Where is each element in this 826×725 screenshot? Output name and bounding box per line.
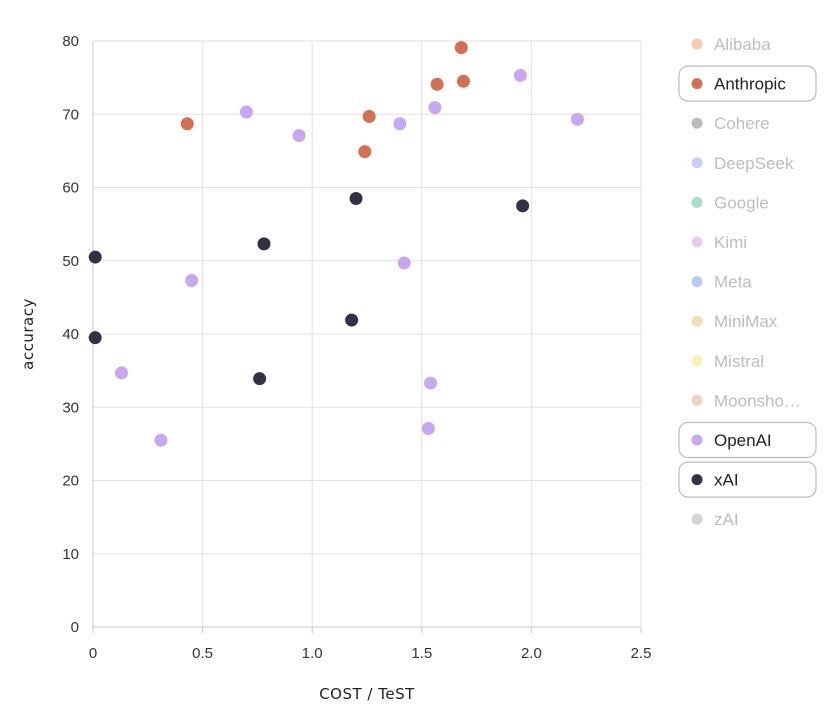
- point-xai[interactable]: [349, 191, 363, 205]
- legend-item-border: [678, 65, 817, 102]
- x-tick-label: 2.5: [631, 645, 652, 662]
- x-tick-label: 2.0: [521, 645, 542, 662]
- point-xai[interactable]: [257, 237, 271, 251]
- legend-label: zAI: [714, 510, 739, 529]
- point-anthropic[interactable]: [454, 41, 468, 55]
- legend-label: Kimi: [714, 233, 747, 252]
- point-openai[interactable]: [114, 366, 128, 380]
- legend-swatch: [691, 513, 703, 525]
- y-tick-label: 0: [71, 619, 79, 636]
- legend-label: DeepSeek: [714, 154, 794, 173]
- x-tick-label: 0: [89, 645, 97, 662]
- legend-item-anthropic[interactable]: Anthropic: [678, 65, 817, 102]
- legend-item-border: [678, 461, 817, 498]
- legend-label: Alibaba: [714, 35, 771, 54]
- legend-item-minimax[interactable]: MiniMax: [691, 312, 778, 331]
- legend-swatch: [691, 78, 703, 90]
- legend-label: Google: [714, 193, 769, 212]
- grid-lines: [92, 40, 642, 633]
- y-tick-label: 40: [62, 326, 79, 343]
- point-openai[interactable]: [239, 105, 253, 119]
- point-xai[interactable]: [253, 372, 267, 386]
- legend-label: Meta: [714, 273, 752, 292]
- legend-item-cohere[interactable]: Cohere: [691, 114, 770, 133]
- y-axis-title: accuracy: [19, 298, 37, 370]
- y-tick-label: 10: [62, 546, 79, 563]
- y-axis-ticks: 0 10 20 30 40 50 60 70 80: [62, 33, 79, 636]
- legend-item-google[interactable]: Google: [691, 193, 769, 212]
- point-openai[interactable]: [292, 128, 306, 142]
- point-openai[interactable]: [393, 117, 407, 131]
- point-xai[interactable]: [345, 313, 359, 327]
- legend-item-alibaba[interactable]: Alibaba: [691, 35, 772, 54]
- legend-label: MiniMax: [714, 312, 778, 331]
- legend-item-zai[interactable]: zAI: [691, 510, 739, 529]
- legend-item-moonsho[interactable]: Moonsho…: [691, 391, 801, 410]
- point-xai[interactable]: [88, 250, 102, 264]
- y-tick-label: 70: [62, 106, 79, 123]
- y-tick-label: 20: [62, 473, 79, 490]
- point-xai[interactable]: [516, 199, 530, 213]
- legend-label: Anthropic: [714, 75, 786, 94]
- point-openai[interactable]: [397, 256, 411, 270]
- y-tick-label: 30: [62, 399, 79, 416]
- point-openai[interactable]: [424, 376, 438, 390]
- y-tick-label: 80: [62, 33, 79, 50]
- legend-swatch: [691, 38, 703, 50]
- point-anthropic[interactable]: [456, 74, 470, 88]
- legend-item-meta[interactable]: Meta: [691, 273, 753, 292]
- legend-swatch: [691, 276, 703, 288]
- point-anthropic[interactable]: [362, 109, 376, 123]
- legend-item-border: [678, 421, 817, 459]
- legend-swatch: [691, 236, 703, 248]
- point-xai[interactable]: [88, 331, 102, 345]
- legend-label: Moonsho…: [714, 391, 801, 410]
- legend-swatch: [691, 315, 703, 327]
- x-tick-label: 1.5: [411, 645, 432, 662]
- x-tick-label: 1.0: [302, 645, 323, 662]
- y-tick-label: 50: [62, 253, 79, 270]
- legend-item-mistral[interactable]: Mistral: [691, 352, 765, 371]
- point-openai[interactable]: [421, 421, 435, 435]
- legend-swatch: [691, 434, 703, 446]
- legend-item-kimi[interactable]: Kimi: [691, 233, 748, 252]
- point-openai[interactable]: [185, 274, 199, 288]
- legend-swatch: [691, 355, 703, 367]
- point-anthropic[interactable]: [430, 77, 444, 91]
- point-openai[interactable]: [428, 101, 442, 115]
- legend-item-deepseek[interactable]: DeepSeek: [691, 154, 794, 173]
- legend-item-openai[interactable]: OpenAI: [678, 421, 817, 459]
- x-tick-label: 0.5: [192, 645, 213, 662]
- legend-label: xAI: [714, 471, 739, 490]
- x-axis-ticks: 0 0.5 1.0 1.5 2.0 2.5: [89, 645, 652, 662]
- point-openai[interactable]: [570, 112, 584, 126]
- legend-label: Mistral: [714, 352, 764, 371]
- point-anthropic[interactable]: [358, 145, 372, 159]
- point-anthropic[interactable]: [180, 117, 194, 131]
- legend: Alibaba Anthropic Cohere DeepSeek Google Kimi…: [678, 35, 817, 529]
- legend-swatch: [691, 196, 703, 208]
- legend-swatch: [691, 394, 703, 406]
- point-openai[interactable]: [154, 433, 168, 447]
- point-openai[interactable]: [513, 68, 527, 82]
- x-axis-title: COST / TeST: [319, 685, 415, 703]
- legend-swatch: [691, 474, 703, 486]
- data-points: [88, 41, 584, 447]
- legend-label: OpenAI: [714, 431, 772, 450]
- legend-item-xai[interactable]: xAI: [678, 461, 817, 498]
- legend-swatch: [691, 157, 703, 169]
- legend-label: Cohere: [714, 114, 770, 133]
- legend-swatch: [691, 117, 703, 129]
- y-tick-label: 60: [62, 180, 79, 197]
